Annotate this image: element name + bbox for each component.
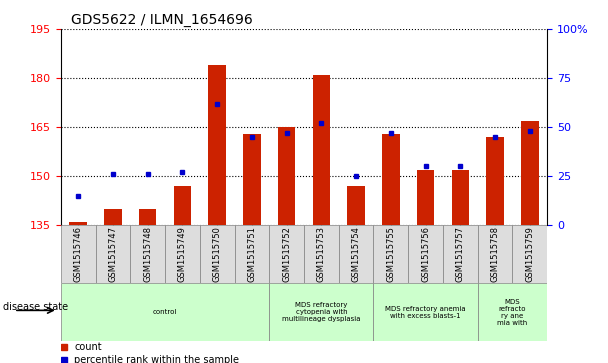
Bar bbox=[382, 134, 399, 225]
Bar bbox=[513, 225, 547, 283]
Text: GSM1515750: GSM1515750 bbox=[213, 226, 222, 282]
Text: MDS refractory
cytopenia with
multilineage dysplasia: MDS refractory cytopenia with multilinea… bbox=[282, 302, 361, 322]
Bar bbox=[165, 225, 200, 283]
Text: GSM1515746: GSM1515746 bbox=[74, 226, 83, 282]
Text: GSM1515751: GSM1515751 bbox=[247, 226, 257, 282]
Text: count: count bbox=[74, 342, 102, 352]
Text: GSM1515754: GSM1515754 bbox=[351, 226, 361, 282]
Bar bbox=[278, 127, 295, 225]
Text: GSM1515753: GSM1515753 bbox=[317, 226, 326, 282]
Bar bbox=[313, 75, 330, 225]
Text: MDS refractory anemia
with excess blasts-1: MDS refractory anemia with excess blasts… bbox=[385, 306, 466, 319]
Bar bbox=[95, 225, 130, 283]
Bar bbox=[339, 225, 373, 283]
Text: GSM1515747: GSM1515747 bbox=[108, 226, 117, 282]
Text: GSM1515758: GSM1515758 bbox=[491, 226, 500, 282]
Bar bbox=[269, 283, 373, 341]
Bar bbox=[209, 65, 226, 225]
Bar bbox=[521, 121, 539, 225]
Bar bbox=[243, 134, 261, 225]
Text: GSM1515755: GSM1515755 bbox=[386, 226, 395, 282]
Text: disease state: disease state bbox=[3, 302, 68, 312]
Bar bbox=[130, 225, 165, 283]
Text: GSM1515756: GSM1515756 bbox=[421, 226, 430, 282]
Bar bbox=[373, 225, 408, 283]
Text: GSM1515749: GSM1515749 bbox=[178, 226, 187, 282]
Text: MDS
refracto
ry ane
mia with: MDS refracto ry ane mia with bbox=[497, 299, 528, 326]
Bar bbox=[69, 222, 87, 225]
Bar bbox=[200, 225, 235, 283]
Bar bbox=[139, 209, 156, 225]
Bar bbox=[269, 225, 304, 283]
Text: GSM1515759: GSM1515759 bbox=[525, 226, 534, 282]
Text: GDS5622 / ILMN_1654696: GDS5622 / ILMN_1654696 bbox=[71, 13, 252, 26]
Text: control: control bbox=[153, 309, 177, 315]
Bar bbox=[408, 225, 443, 283]
Bar bbox=[104, 209, 122, 225]
Bar bbox=[373, 283, 478, 341]
Bar bbox=[61, 225, 95, 283]
Bar bbox=[486, 137, 504, 225]
Text: GSM1515748: GSM1515748 bbox=[143, 226, 152, 282]
Bar bbox=[443, 225, 478, 283]
Bar bbox=[478, 283, 547, 341]
Text: GSM1515752: GSM1515752 bbox=[282, 226, 291, 282]
Bar bbox=[61, 283, 269, 341]
Bar bbox=[478, 225, 513, 283]
Bar bbox=[417, 170, 434, 225]
Bar bbox=[304, 225, 339, 283]
Text: GSM1515757: GSM1515757 bbox=[456, 226, 465, 282]
Text: percentile rank within the sample: percentile rank within the sample bbox=[74, 355, 239, 363]
Bar bbox=[452, 170, 469, 225]
Bar bbox=[347, 186, 365, 225]
Bar bbox=[174, 186, 191, 225]
Bar bbox=[235, 225, 269, 283]
